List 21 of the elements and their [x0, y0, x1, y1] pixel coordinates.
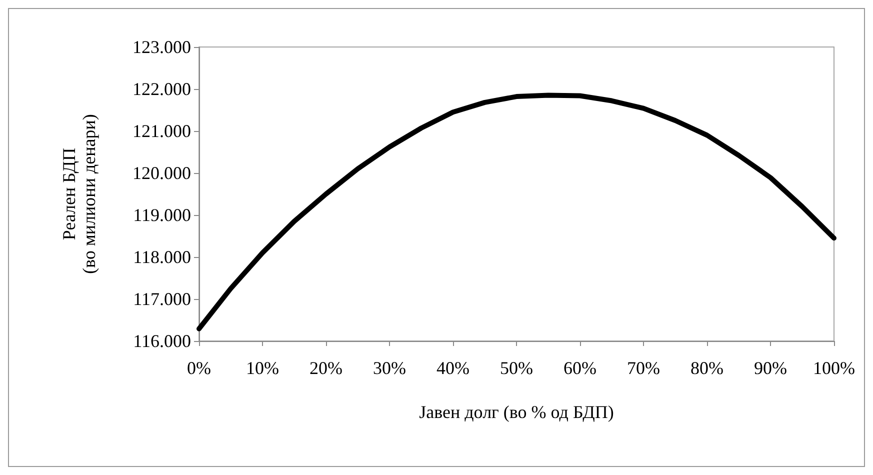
x-tick-label: 0%: [187, 358, 211, 378]
x-axis-title: Јавен долг (во % од БДП): [419, 402, 614, 422]
x-tick-label: 50%: [500, 358, 533, 378]
x-tick-label: 90%: [754, 358, 787, 378]
y-tick-label: 119.000: [133, 205, 191, 225]
y-tick-label: 116.000: [133, 331, 191, 351]
x-tick-label: 20%: [310, 358, 342, 378]
y-tick-label: 117.000: [133, 289, 191, 309]
x-tick-label: 40%: [436, 358, 470, 378]
x-tick-label: 80%: [690, 358, 724, 378]
y-tick-label: 122.000: [132, 79, 191, 99]
x-tick-label: 10%: [246, 358, 279, 378]
y-tick-label: 120.000: [132, 163, 191, 183]
y-tick-label: 121.000: [132, 121, 191, 141]
x-tick-label: 30%: [373, 358, 406, 378]
y-tick-label: 118.000: [133, 247, 191, 267]
x-tick-label: 100%: [813, 358, 855, 378]
x-tick-label: 70%: [627, 358, 660, 378]
y-tick-label: 123.000: [132, 37, 191, 57]
y-axis-title: Реален БДП (во милиони денари): [59, 114, 99, 274]
x-tick-label: 60%: [564, 358, 596, 378]
